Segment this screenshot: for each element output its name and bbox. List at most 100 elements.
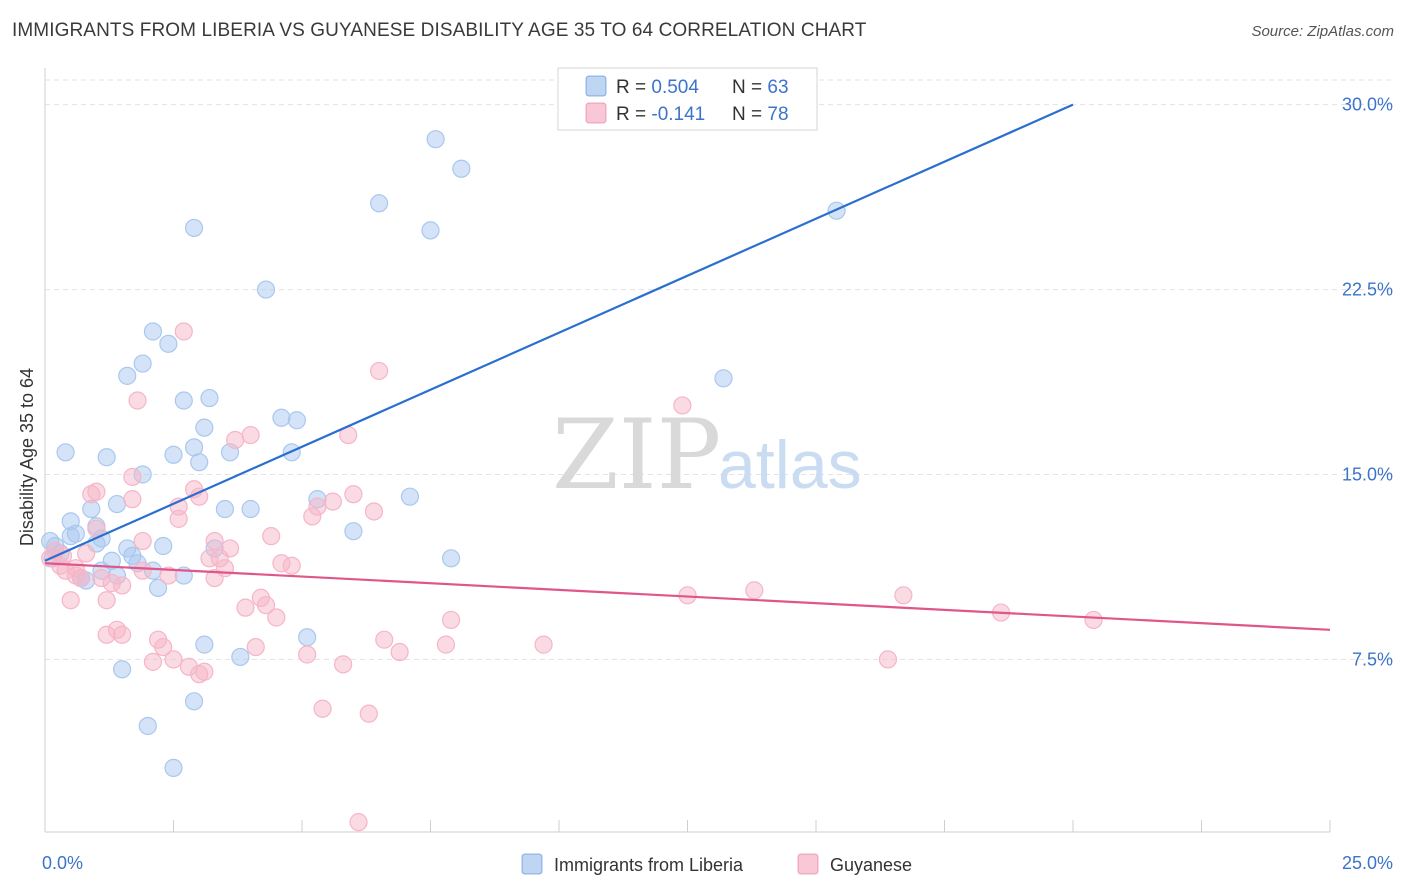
guyanese-point [246, 637, 265, 657]
guyanese-point [334, 655, 353, 674]
guyanese-point [1084, 610, 1103, 630]
legend-swatch-liberia [585, 75, 607, 97]
trend-lines [44, 103, 1331, 631]
guyanese-point [174, 322, 193, 341]
correlation-legend: R = 0.504 N = 63 R = -0.141 N = 78 [557, 67, 818, 131]
watermark: ZIP atlas [552, 399, 862, 511]
guyanese-point [745, 581, 764, 600]
liberia-point [256, 280, 276, 299]
liberia-point [298, 628, 317, 647]
liberia-point [344, 522, 363, 541]
series-legend: Immigrants from Liberia Guyanese [521, 853, 912, 875]
x-tick-label-min: 0.0% [42, 853, 83, 873]
guyanese-point [66, 566, 85, 585]
guyanese-point [262, 527, 281, 546]
guyanese-point [894, 586, 913, 605]
guyanese-point [123, 467, 142, 487]
liberia-point [452, 159, 471, 178]
liberia-point [133, 354, 152, 373]
liberia-point [272, 408, 291, 427]
guyanese-point [370, 361, 389, 381]
series-legend-swatch-guyanese [797, 853, 819, 875]
legend-n-value: 78 [767, 104, 788, 125]
liberia-point [118, 366, 137, 385]
liberia-point [215, 499, 234, 519]
series-legend-label-guyanese: Guyanese [830, 855, 912, 875]
liberia-point [97, 448, 116, 467]
liberia-point [107, 494, 127, 514]
liberia-point [400, 487, 420, 506]
guyanese-point [164, 650, 183, 669]
watermark-atlas: atlas [718, 427, 862, 503]
chart-title: IMMIGRANTS FROM LIBERIA VS GUYANESE DISA… [12, 20, 867, 41]
legend-n-label: N = [732, 104, 767, 125]
x-tick-label-max: 25.0% [1342, 853, 1393, 873]
guyanese-point [220, 539, 240, 558]
liberia-point [714, 369, 733, 388]
guyanese-point [133, 531, 152, 551]
legend-swatch-guyanese [585, 102, 607, 124]
legend-n-value: 63 [767, 77, 788, 98]
guyanese-point [133, 561, 152, 580]
guyanese-point [349, 813, 368, 832]
guyanese-point [195, 662, 214, 681]
liberia-point [190, 453, 209, 472]
liberia-point [184, 218, 204, 238]
liberia-point [164, 445, 183, 464]
legend-row-liberia: R = 0.504 [616, 77, 699, 98]
y-axis-label: Disability Age 35 to 64 [17, 368, 37, 546]
source-credit: Source: ZipAtlas.com [1251, 23, 1394, 40]
guyanese-point [87, 482, 106, 501]
y-tick-labels: 7.5% 15.0% 22.5% 30.0% [1342, 95, 1393, 670]
watermark-zip: ZIP [552, 399, 721, 511]
liberia-point [195, 418, 214, 437]
guyanese-point [215, 559, 234, 578]
guyanese-point [878, 650, 898, 669]
series-legend-label-liberia: Immigrants from Liberia [554, 855, 744, 875]
y-tick-label: 22.5% [1342, 280, 1393, 300]
trend-line-guyanese [44, 562, 1331, 631]
guyanese-point [390, 642, 409, 662]
liberia-point [164, 758, 183, 777]
series-legend-swatch-liberia [521, 853, 543, 875]
axes [44, 68, 1331, 833]
guyanese-point [298, 645, 317, 664]
guyanese-point [308, 497, 327, 516]
guyanese-point [102, 573, 121, 593]
guyanese-point [344, 485, 363, 504]
guyanese-point [112, 625, 132, 644]
liberia-point [112, 660, 132, 679]
x-tick-labels: 0.0% 25.0% [42, 853, 1393, 873]
guyanese-point [61, 591, 80, 610]
liberia-point [441, 549, 461, 568]
liberia-point [61, 527, 80, 546]
series-guyanese-points [41, 322, 1103, 832]
liberia-point [200, 388, 219, 408]
legend-n-liberia: N = 63 [732, 77, 789, 98]
trend-line-liberia [44, 103, 1074, 562]
legend-n-label: N = [732, 77, 767, 98]
guyanese-point [436, 635, 456, 654]
liberia-point [370, 194, 389, 213]
liberia-point [231, 647, 250, 667]
gridlines [45, 79, 1392, 660]
liberia-point [287, 411, 306, 430]
liberia-point [184, 692, 204, 711]
guyanese-point [205, 531, 224, 551]
guyanese-point [159, 566, 178, 585]
guyanese-point [154, 637, 173, 657]
guyanese-point [143, 652, 163, 671]
legend-r-value: -0.141 [651, 104, 705, 125]
guyanese-point [236, 598, 255, 617]
guyanese-point [313, 699, 332, 718]
legend-r-value: 0.504 [651, 77, 699, 98]
liberia-point [426, 130, 445, 149]
liberia-point [56, 443, 75, 462]
legend-row-guyanese: R = -0.141 [616, 104, 705, 125]
guyanese-point [282, 556, 301, 575]
guyanese-point [267, 608, 286, 627]
liberia-point [148, 578, 168, 598]
guyanese-point [256, 596, 276, 615]
y-tick-label: 15.0% [1342, 464, 1393, 484]
